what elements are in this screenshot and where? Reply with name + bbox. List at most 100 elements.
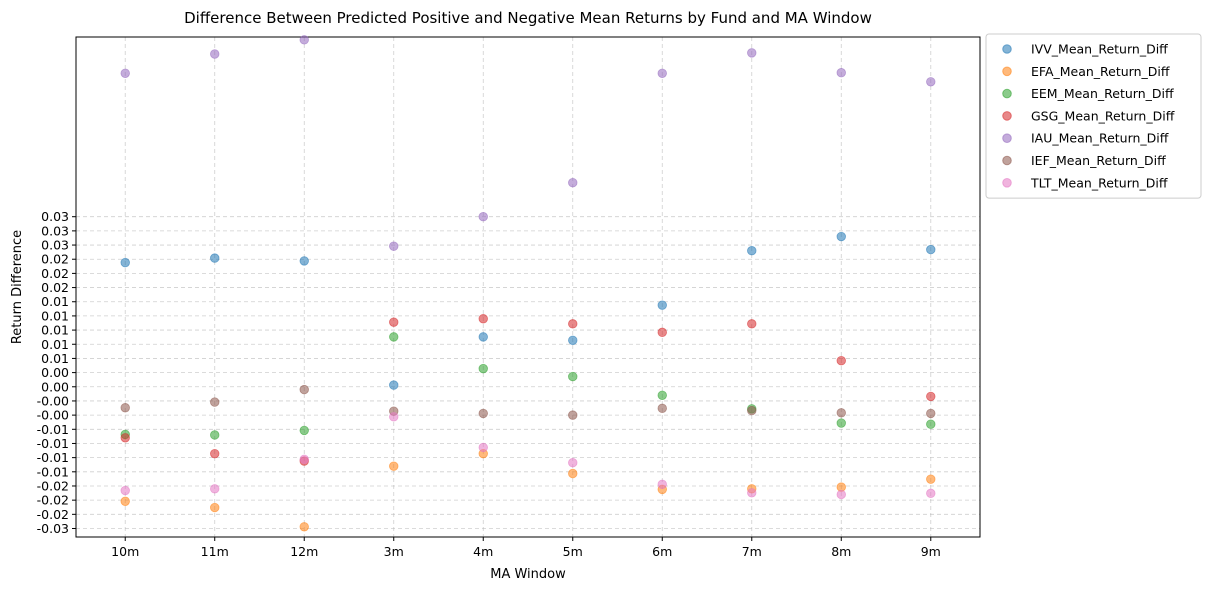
- y-tick-label: 0.02: [41, 266, 69, 281]
- y-tick-label: 0.00: [41, 379, 69, 394]
- y-tick-label: -0.02: [37, 493, 69, 508]
- legend: IVV_Mean_Return_Diff EFA_Mean_Return_Diff…: [985, 33, 1202, 199]
- y-tick-label: 0.01: [41, 337, 69, 352]
- x-tick-label: 11m: [201, 544, 229, 559]
- legend-entry: TLT_Mean_Return_Diff: [1030, 175, 1168, 190]
- data-point-TLT_Mean_Return_Diff: [389, 412, 399, 422]
- data-point-IEF_Mean_Return_Diff: [657, 403, 667, 414]
- data-point-GSG_Mean_Return_Diff: [120, 433, 130, 443]
- data-point-IAU_Mean_Return_Diff: [389, 241, 399, 251]
- y-tick-label: 0.02: [41, 252, 69, 267]
- data-point-EEM_Mean_Return_Diff: [568, 371, 578, 382]
- data-point-IVV_Mean_Return_Diff: [568, 335, 578, 345]
- data-point-TLT_Mean_Return_Diff: [568, 458, 578, 468]
- y-tick-label: 0.03: [41, 238, 69, 253]
- legend-marker: [1002, 88, 1012, 99]
- x-tick-label: 3m: [384, 544, 404, 559]
- y-tick-label: 0.00: [41, 365, 69, 380]
- data-point-GSG_Mean_Return_Diff: [568, 319, 578, 329]
- data-point-TLT_Mean_Return_Diff: [836, 489, 846, 500]
- grid: [76, 37, 980, 537]
- data-point-IEF_Mean_Return_Diff: [926, 408, 936, 419]
- data-point-TLT_Mean_Return_Diff: [210, 484, 220, 494]
- legend-entry: IVV_Mean_Return_Diff: [1031, 42, 1168, 57]
- y-axis-label: Return Difference: [10, 230, 25, 344]
- data-point-IAU_Mean_Return_Diff: [210, 49, 220, 59]
- data-point-IAU_Mean_Return_Diff: [836, 68, 846, 78]
- legend-entry: EEM_Mean_Return_Diff: [1031, 86, 1174, 101]
- legend-marker: [1002, 155, 1012, 166]
- data-point-EFA_Mean_Return_Diff: [210, 502, 220, 513]
- data-point-EFA_Mean_Return_Diff: [120, 496, 130, 506]
- data-point-IAU_Mean_Return_Diff: [568, 177, 578, 188]
- y-tick-label: 0.01: [41, 294, 69, 309]
- data-point-IEF_Mean_Return_Diff: [478, 408, 488, 419]
- data-point-IVV_Mean_Return_Diff: [926, 244, 936, 255]
- data-point-GSG_Mean_Return_Diff: [389, 317, 399, 327]
- data-point-IEF_Mean_Return_Diff: [299, 384, 309, 395]
- data-point-EEM_Mean_Return_Diff: [389, 332, 399, 342]
- data-point-IAU_Mean_Return_Diff: [747, 48, 757, 58]
- y-tick-label: 0.01: [41, 323, 69, 338]
- data-point-IEF_Mean_Return_Diff: [747, 405, 757, 416]
- data-point-IVV_Mean_Return_Diff: [836, 231, 846, 242]
- data-point-EEM_Mean_Return_Diff: [299, 425, 309, 436]
- data-point-IEF_Mean_Return_Diff: [210, 397, 220, 407]
- data-point-EEM_Mean_Return_Diff: [836, 418, 846, 428]
- data-point-IAU_Mean_Return_Diff: [120, 68, 130, 78]
- x-tick-label: 10m: [111, 544, 139, 559]
- data-point-TLT_Mean_Return_Diff: [747, 488, 757, 498]
- x-tick-label: 5m: [563, 544, 583, 559]
- legend-marker: [1002, 178, 1012, 188]
- data-point-TLT_Mean_Return_Diff: [478, 442, 488, 453]
- y-tick-label: -0.00: [37, 408, 69, 423]
- legend-entry: GSG_Mean_Return_Diff: [1031, 108, 1175, 123]
- x-tick-label: 9m: [921, 544, 941, 559]
- legend-entry: EFA_Mean_Return_Diff: [1031, 64, 1170, 79]
- x-tick-label: 4m: [473, 544, 493, 559]
- x-tick-label: 7m: [742, 544, 762, 559]
- legend-marker: [1002, 44, 1012, 54]
- data-points: [120, 35, 936, 532]
- data-point-GSG_Mean_Return_Diff: [747, 319, 757, 329]
- legend-box: [985, 33, 1202, 199]
- y-tick-label: -0.01: [37, 436, 69, 451]
- y-tick-label: -0.02: [37, 478, 69, 493]
- legend-marker: [1002, 133, 1012, 143]
- legend-marker: [1002, 66, 1012, 77]
- y-tick-label: -0.01: [37, 464, 69, 479]
- y-tick-label: -0.03: [37, 521, 69, 536]
- data-point-TLT_Mean_Return_Diff: [299, 454, 309, 465]
- plot-area: [75, 36, 981, 538]
- y-tick-label: -0.00: [37, 393, 69, 408]
- data-point-EFA_Mean_Return_Diff: [299, 522, 309, 532]
- data-point-EFA_Mean_Return_Diff: [389, 461, 399, 471]
- data-point-EFA_Mean_Return_Diff: [568, 468, 578, 479]
- data-point-IVV_Mean_Return_Diff: [299, 256, 309, 266]
- data-point-IEF_Mean_Return_Diff: [836, 408, 846, 418]
- y-tick-label: 0.01: [41, 308, 69, 323]
- data-point-IEF_Mean_Return_Diff: [120, 403, 130, 413]
- y-axis: -0.03-0.02-0.02-0.02-0.01-0.01-0.01-0.01…: [37, 209, 76, 536]
- legend-entry: IEF_Mean_Return_Diff: [1031, 153, 1166, 168]
- data-point-GSG_Mean_Return_Diff: [478, 314, 488, 324]
- data-point-EEM_Mean_Return_Diff: [657, 390, 667, 400]
- data-point-IAU_Mean_Return_Diff: [657, 68, 667, 78]
- data-point-IVV_Mean_Return_Diff: [120, 257, 130, 268]
- x-axis: 10m 11m 12m 3m 4m 5m 6m 7m 8m 9m: [111, 537, 941, 559]
- y-tick-label: -0.01: [37, 450, 69, 465]
- x-tick-label: 12m: [290, 544, 318, 559]
- y-tick-label: 0.03: [41, 223, 69, 238]
- data-point-IVV_Mean_Return_Diff: [657, 300, 667, 310]
- data-point-GSG_Mean_Return_Diff: [836, 355, 846, 366]
- data-point-IVV_Mean_Return_Diff: [478, 332, 488, 342]
- data-point-IVV_Mean_Return_Diff: [747, 246, 757, 256]
- legend-entry: IAU_Mean_Return_Diff: [1031, 131, 1169, 146]
- legend-marker: [1002, 111, 1012, 121]
- x-axis-label: MA Window: [490, 567, 566, 582]
- x-tick-label: 6m: [652, 544, 672, 559]
- data-point-EEM_Mean_Return_Diff: [926, 419, 936, 429]
- data-point-GSG_Mean_Return_Diff: [210, 448, 220, 459]
- y-tick-label: 0.03: [41, 209, 69, 224]
